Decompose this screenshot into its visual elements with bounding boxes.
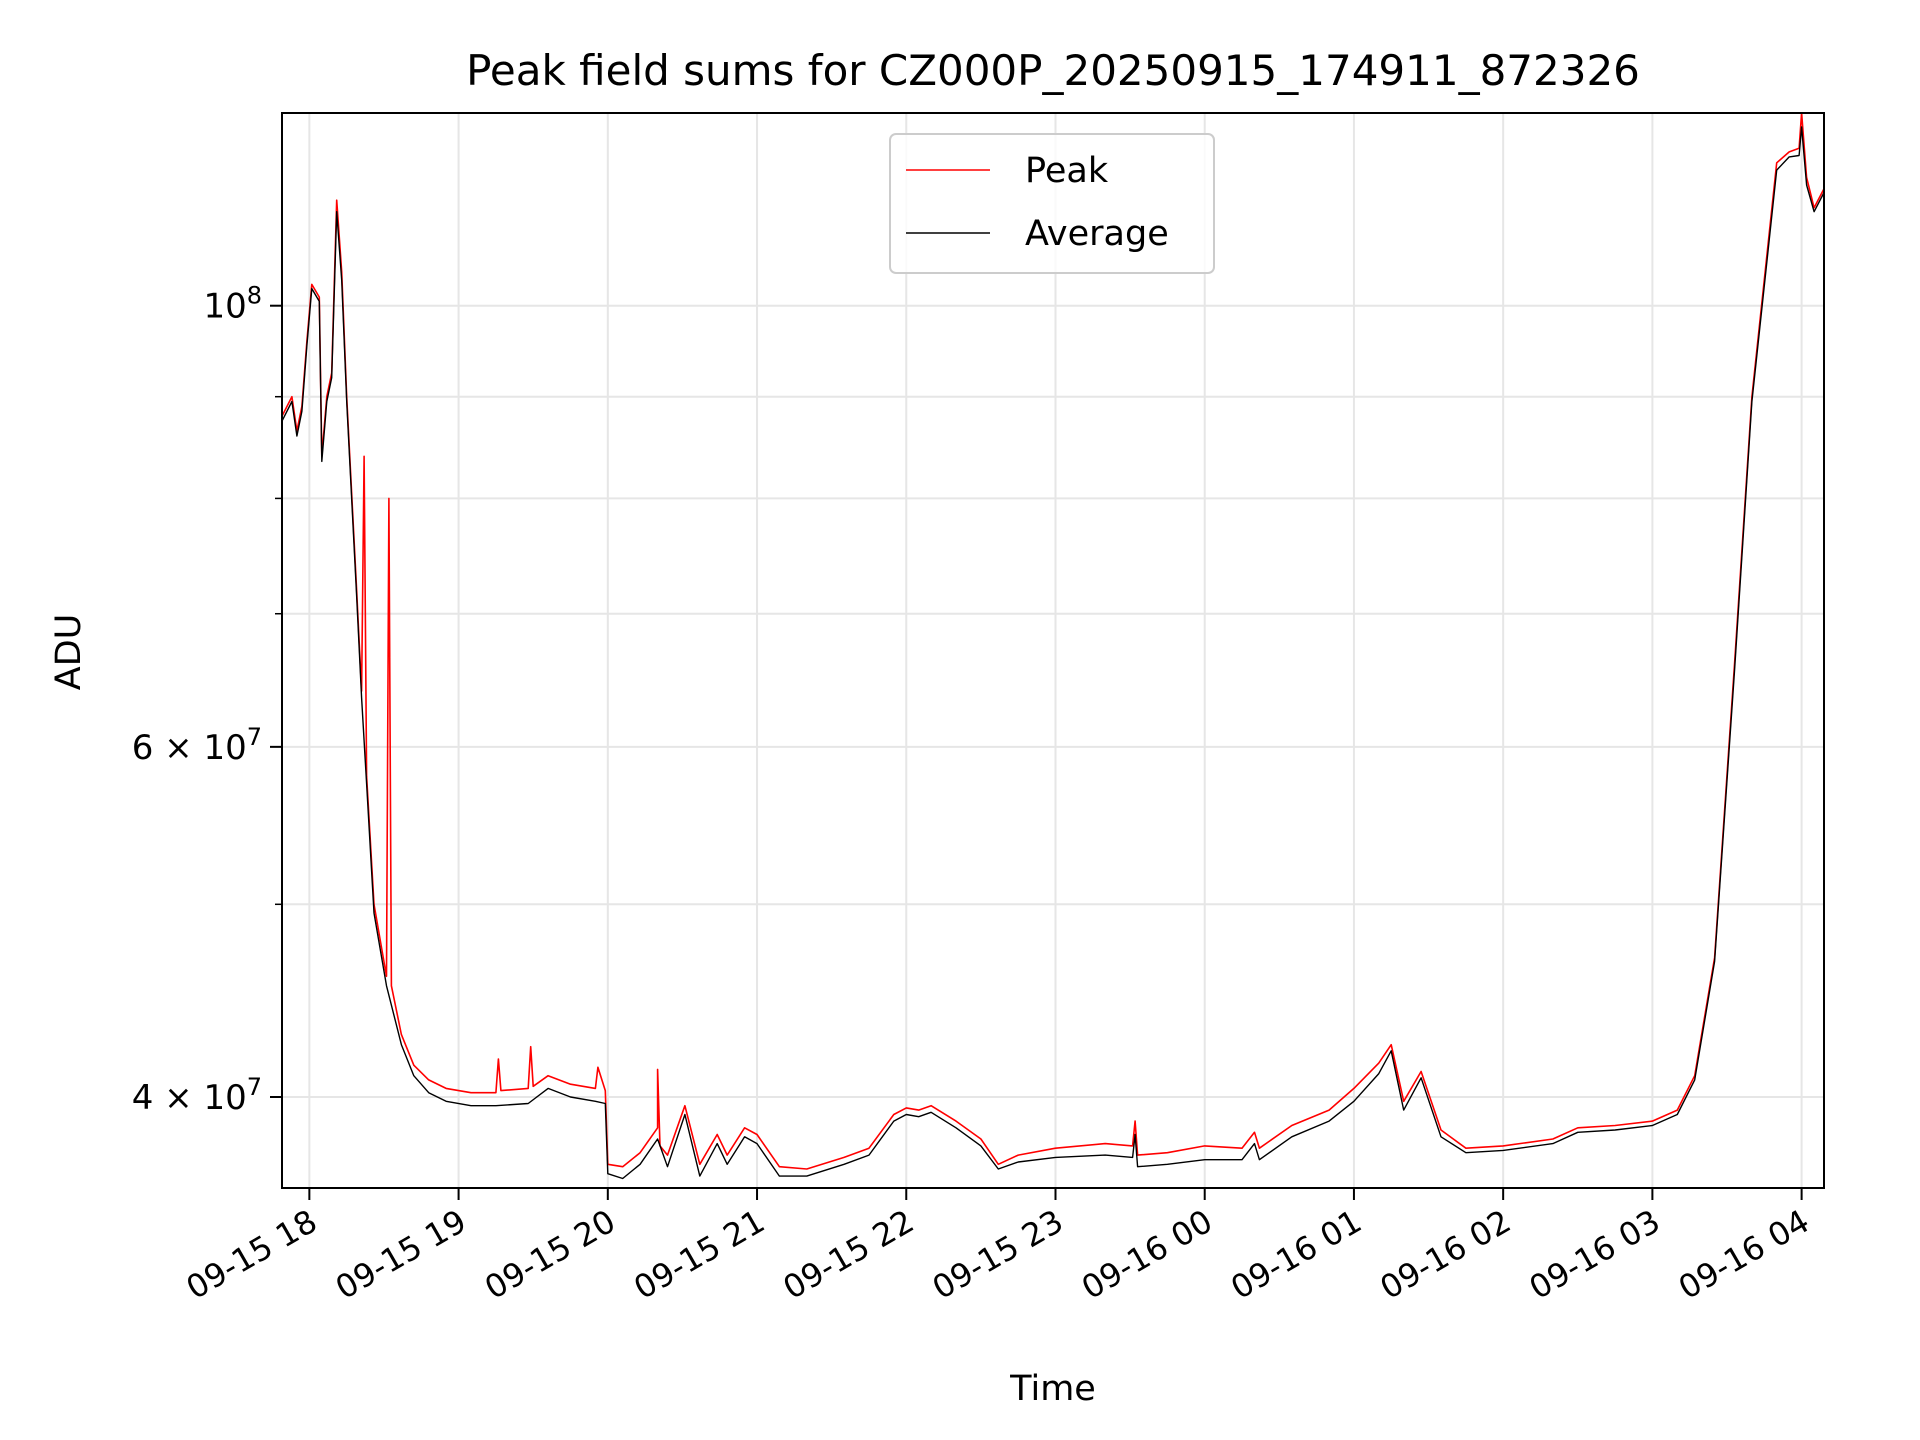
legend: Peak Average (889, 133, 1215, 274)
x-axis-label: Time (1009, 1369, 1096, 1409)
y-tick-label: 108 (203, 282, 262, 327)
chart-title: Peak field sums for CZ000P_20250915_1749… (466, 46, 1640, 95)
plot-frame (281, 112, 1825, 1189)
legend-label-peak: Peak (1025, 151, 1109, 191)
y-tick-label: 6 × 107 (132, 723, 262, 768)
legend-label-average: Average (1025, 214, 1169, 254)
legend-box (889, 133, 1215, 274)
grid (282, 113, 1824, 1188)
y-axis-label: ADU (49, 614, 89, 691)
series-layer (282, 113, 1824, 1180)
y-tick-label: 4 × 107 (132, 1073, 262, 1118)
series-line-average (282, 126, 1824, 1180)
